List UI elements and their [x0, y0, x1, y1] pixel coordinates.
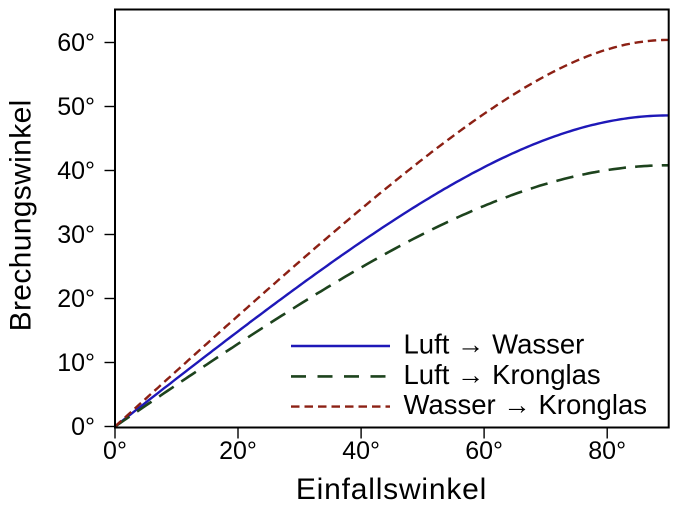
svg-text:50°: 50° — [57, 93, 95, 121]
svg-text:60°: 60° — [465, 437, 503, 465]
svg-text:20°: 20° — [219, 437, 257, 465]
svg-text:Wasser → Kronglas: Wasser → Kronglas — [404, 389, 648, 420]
svg-text:10°: 10° — [57, 349, 95, 377]
svg-text:0°: 0° — [103, 437, 127, 465]
svg-text:60°: 60° — [57, 29, 95, 57]
svg-text:Einfallswinkel: Einfallswinkel — [296, 473, 487, 506]
svg-text:Brechungswinkel: Brechungswinkel — [5, 99, 38, 331]
svg-text:Luft → Wasser: Luft → Wasser — [404, 329, 585, 360]
svg-text:0°: 0° — [71, 413, 95, 441]
svg-text:40°: 40° — [57, 157, 95, 185]
svg-text:80°: 80° — [588, 437, 626, 465]
svg-text:20°: 20° — [57, 285, 95, 313]
svg-text:30°: 30° — [57, 221, 95, 249]
svg-text:40°: 40° — [342, 437, 380, 465]
svg-text:Luft → Kronglas: Luft → Kronglas — [404, 359, 601, 390]
